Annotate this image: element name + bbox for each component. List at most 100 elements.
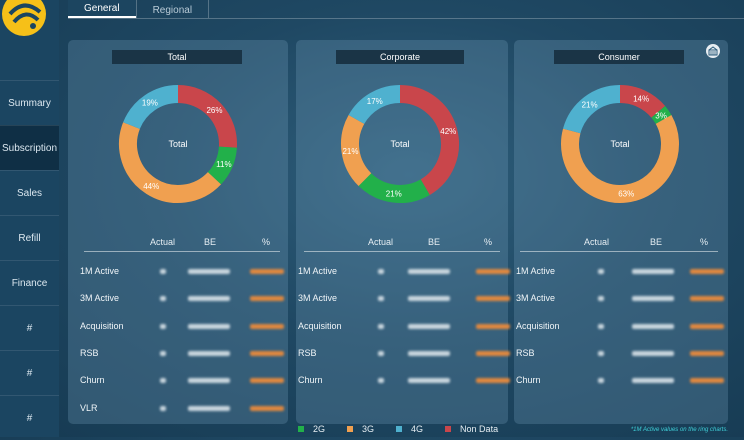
redacted-value xyxy=(598,378,604,384)
tab-general[interactable]: General xyxy=(68,0,136,18)
panel-title: Corporate xyxy=(336,50,464,64)
redacted-value xyxy=(690,269,724,274)
redacted-value xyxy=(250,405,284,411)
redacted-value xyxy=(188,350,230,356)
sidebar-item-finance[interactable]: Finance xyxy=(0,260,59,305)
redacted-value xyxy=(632,378,674,384)
donut-label: 14% xyxy=(633,95,649,104)
donut-segment-non-data[interactable] xyxy=(177,85,237,148)
header-be: BE xyxy=(428,237,441,247)
header-divider xyxy=(84,251,280,252)
tab-divider xyxy=(68,18,744,19)
donut-segment-3g[interactable] xyxy=(119,122,222,203)
header-pct: % xyxy=(484,237,493,247)
donut-segment-2g[interactable] xyxy=(207,146,237,185)
donut-segment-4g[interactable] xyxy=(123,85,179,130)
panel-corporate: Corporate 42% 21% 21% 17% Total Actual BE % … xyxy=(296,40,510,424)
header-actual: Actual xyxy=(150,237,176,247)
sidebar-item-hash-2[interactable]: # xyxy=(0,350,59,395)
redacted-value xyxy=(188,296,230,302)
panel-title: Consumer xyxy=(554,50,684,64)
header-be: BE xyxy=(204,237,217,247)
sidebar-item-label: Sales xyxy=(16,187,42,199)
sidebar-item-label: # xyxy=(26,367,33,379)
donut-label: 19% xyxy=(142,99,158,108)
redacted-value xyxy=(250,323,284,329)
donut-segment-4g[interactable] xyxy=(348,85,401,125)
legend-item-3g: 3G xyxy=(347,424,374,434)
redacted-value xyxy=(378,323,384,329)
sidebar-item-summary[interactable]: Summary xyxy=(0,80,59,125)
sidebar-item-label: Subscription xyxy=(1,142,58,154)
donut-label: 21% xyxy=(342,147,358,156)
header-pct: % xyxy=(700,237,709,247)
tab-regional[interactable]: Regional xyxy=(135,0,210,18)
legend-label: Non Data xyxy=(460,424,499,434)
donut-chart-consumer: 14% 3% 63% 21% Total xyxy=(561,85,679,203)
legend-swatch xyxy=(298,426,304,432)
sidebar-item-label: Finance xyxy=(11,277,48,289)
legend-item-2g: 2G xyxy=(298,424,325,434)
tab-bar: General Regional xyxy=(68,0,210,18)
panel-total: Total 26% 11% 44% 19% Total Actual BE % 1M A… xyxy=(68,40,288,424)
sidebar-item-hash-1[interactable]: # xyxy=(0,305,59,350)
donut-segment-non-data[interactable] xyxy=(399,85,459,195)
donut-label: 11% xyxy=(216,160,231,169)
donut-segment-3g[interactable] xyxy=(561,115,679,203)
redacted-value xyxy=(690,350,724,356)
legend-item-4g: 4G xyxy=(396,424,423,434)
tab-label: General xyxy=(84,3,120,14)
donut-label: 17% xyxy=(367,97,383,106)
sidebar-item-label: # xyxy=(26,322,33,334)
metric-row-label: 3M Active xyxy=(298,293,338,304)
redacted-value xyxy=(598,350,604,356)
header-divider xyxy=(520,251,718,252)
redacted-value xyxy=(476,350,510,356)
sidebar: Summary Subscription Sales Refill Financ… xyxy=(0,0,59,437)
sidebar-item-sales[interactable]: Sales xyxy=(0,170,59,215)
header-pct: % xyxy=(262,237,271,247)
donut-segment-2g[interactable] xyxy=(358,172,430,203)
donut-segment-4g[interactable] xyxy=(563,85,621,134)
donut-chart-total: 26% 11% 44% 19% Total xyxy=(119,85,237,203)
donut-label: 26% xyxy=(206,106,222,115)
sidebar-item-hash-3[interactable]: # xyxy=(0,395,59,440)
metric-row-label: RSB xyxy=(80,347,99,358)
metric-row-label: 1M Active xyxy=(298,266,338,276)
redacted-value xyxy=(188,378,230,384)
sidebar-item-refill[interactable]: Refill xyxy=(0,215,59,260)
building-export-icon[interactable] xyxy=(706,44,720,58)
legend-swatch xyxy=(445,426,452,432)
donut-label: 42% xyxy=(440,127,456,136)
metric-row-label: RSB xyxy=(298,347,317,358)
redacted-value xyxy=(250,269,284,274)
panel-title: Total xyxy=(112,50,242,64)
metric-row-label: Acquisition xyxy=(298,320,342,331)
donut-segment-non-data[interactable] xyxy=(619,85,666,118)
metric-row-label: 1M Active xyxy=(80,266,120,276)
redacted-value xyxy=(408,378,450,384)
redacted-value xyxy=(476,323,510,329)
redacted-value xyxy=(160,323,166,329)
metric-row-label: VLR xyxy=(80,402,98,413)
sidebar-item-subscription[interactable]: Subscription xyxy=(0,125,59,170)
donut-segment-2g[interactable] xyxy=(651,105,672,125)
redacted-value xyxy=(408,269,450,274)
redacted-value xyxy=(632,296,674,302)
legend-label: 2G xyxy=(313,424,326,434)
redacted-value xyxy=(160,405,166,411)
donut-segment-3g[interactable] xyxy=(341,115,372,187)
donut-label: 63% xyxy=(618,190,634,199)
legend-label: 4G xyxy=(411,424,424,434)
sidebar-item-label: Summary xyxy=(8,97,51,109)
metric-row-label: 1M Active xyxy=(516,266,556,276)
metric-row-label: Churn xyxy=(80,375,105,386)
redacted-value xyxy=(378,350,384,356)
chart-legend: 2G 3G 4G Non Data xyxy=(298,423,520,435)
redacted-value xyxy=(632,269,674,274)
redacted-value xyxy=(476,269,510,274)
donut-center-label: Total xyxy=(168,139,187,149)
redacted-value xyxy=(160,350,166,356)
redacted-value xyxy=(408,296,450,302)
redacted-value xyxy=(160,378,166,384)
